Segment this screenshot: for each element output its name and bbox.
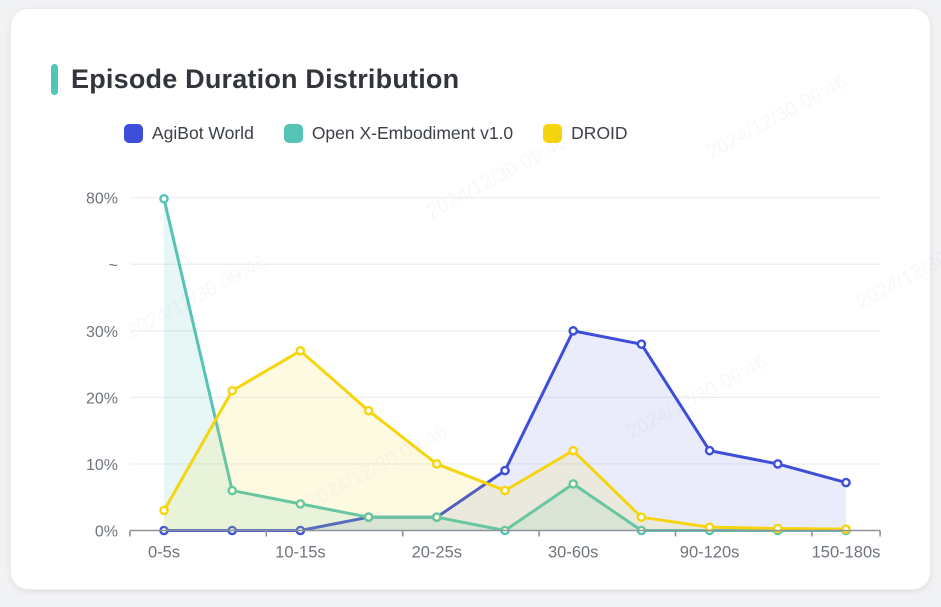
series-marker-agibot-world[interactable] xyxy=(773,459,783,469)
series-marker-open-x-embodiment-v1-0[interactable] xyxy=(568,479,579,489)
legend-label: AgiBot World xyxy=(152,123,254,143)
series-marker-agibot-world[interactable] xyxy=(841,477,851,488)
y-axis-label: 0% xyxy=(95,524,118,541)
series-marker-droid[interactable] xyxy=(159,505,169,516)
y-axis-label: 20% xyxy=(86,390,118,407)
chart-title: Episode Duration Distribution xyxy=(71,64,460,94)
series-marker-droid[interactable] xyxy=(636,512,647,522)
x-axis-label: 30-60s xyxy=(548,544,598,562)
series-marker-droid[interactable] xyxy=(704,522,715,532)
series-marker-agibot-world[interactable] xyxy=(500,465,510,476)
series-marker-agibot-world[interactable] xyxy=(568,326,579,336)
series-marker-open-x-embodiment-v1-0[interactable] xyxy=(227,485,237,496)
series-marker-droid[interactable] xyxy=(568,445,579,456)
legend: AgiBot World Open X-Embodiment v1.0 DROI… xyxy=(124,123,628,144)
series-area-droid xyxy=(164,350,846,531)
x-axis-label: 150-180s xyxy=(812,544,881,562)
series-marker-droid[interactable] xyxy=(363,405,374,416)
series-marker-droid[interactable] xyxy=(841,524,851,534)
legend-item-droid[interactable]: DROID xyxy=(543,123,628,144)
legend-label: Open X-Embodiment v1.0 xyxy=(311,123,514,143)
y-axis-label: ~ xyxy=(109,257,118,274)
chart-card: Episode Duration Distribution AgiBot Wor… xyxy=(10,8,941,590)
series-marker-droid[interactable] xyxy=(295,346,306,356)
legend-item-open-x-embodiment[interactable]: Open X-Embodiment v1.0 xyxy=(283,123,514,144)
watermark-text: 2024/12/30 09:46 xyxy=(853,221,941,314)
x-axis-label: 10-15s xyxy=(275,544,325,562)
y-axis-label: 80% xyxy=(86,191,118,208)
legend-swatch-open-x-embodiment xyxy=(283,124,303,143)
series-marker-droid[interactable] xyxy=(227,385,237,396)
series-area-agibot-world xyxy=(164,330,846,531)
series-area-open-x-embodiment-v1-0 xyxy=(164,198,846,531)
series-marker-droid[interactable] xyxy=(500,485,510,496)
series-marker-open-x-embodiment-v1-0[interactable] xyxy=(159,193,169,204)
x-axis-label: 0-5s xyxy=(148,544,180,562)
watermark-text: 2024/12/30 09:46 xyxy=(703,71,851,164)
legend-swatch-droid xyxy=(543,124,563,143)
y-axis-label: 10% xyxy=(86,457,118,474)
series-marker-open-x-embodiment-v1-0[interactable] xyxy=(363,512,374,522)
series-marker-open-x-embodiment-v1-0[interactable] xyxy=(295,499,306,509)
series-marker-agibot-world[interactable] xyxy=(636,339,647,349)
x-axis-label: 20-25s xyxy=(412,544,462,562)
legend-swatch-agibot-world xyxy=(124,124,143,143)
legend-item-agibot-world[interactable]: AgiBot World xyxy=(124,123,254,144)
x-axis-label: 90-120s xyxy=(680,544,740,562)
series-marker-droid[interactable] xyxy=(431,459,442,469)
title-accent-bar xyxy=(51,64,58,95)
watermark-text: 2024/12/30 09:46 xyxy=(423,131,571,224)
title-row: Episode Duration Distribution xyxy=(51,64,459,95)
y-axis-label: 30% xyxy=(86,324,118,341)
series-marker-agibot-world[interactable] xyxy=(704,445,715,456)
legend-label: DROID xyxy=(571,123,628,143)
series-marker-open-x-embodiment-v1-0[interactable] xyxy=(431,512,442,522)
